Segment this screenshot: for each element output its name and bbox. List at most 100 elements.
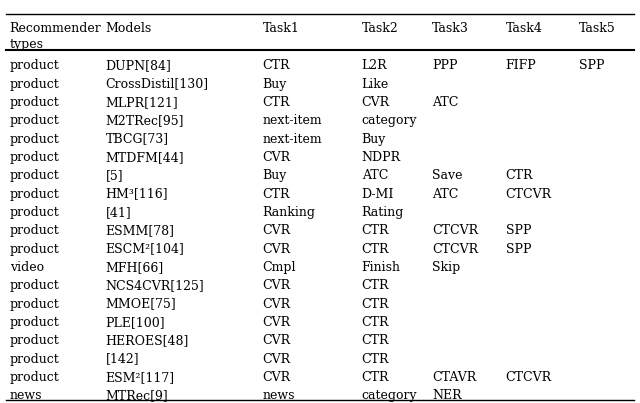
Text: HEROES[48]: HEROES[48] <box>106 334 189 347</box>
Text: product: product <box>10 224 60 237</box>
Text: CTR: CTR <box>262 188 290 201</box>
Text: category: category <box>362 114 417 127</box>
Text: CTR: CTR <box>362 279 389 292</box>
Text: CVR: CVR <box>262 316 291 329</box>
Text: ESM²[117]: ESM²[117] <box>106 371 175 384</box>
Text: CTR: CTR <box>362 243 389 256</box>
Text: Like: Like <box>362 77 389 91</box>
Text: CTAVR: CTAVR <box>432 371 476 384</box>
Text: MTDFM[44]: MTDFM[44] <box>106 151 184 164</box>
Text: M2TRec[95]: M2TRec[95] <box>106 114 184 127</box>
Text: FIFP: FIFP <box>506 59 536 72</box>
Text: product: product <box>10 114 60 127</box>
Text: product: product <box>10 151 60 164</box>
Text: D-MI: D-MI <box>362 188 394 201</box>
Text: product: product <box>10 243 60 256</box>
Text: NCS4CVR[125]: NCS4CVR[125] <box>106 279 204 292</box>
Text: [5]: [5] <box>106 169 124 182</box>
Text: NDPR: NDPR <box>362 151 401 164</box>
Text: CTR: CTR <box>262 59 290 72</box>
Text: types: types <box>10 38 44 51</box>
Text: CTR: CTR <box>362 371 389 384</box>
Text: CTCVR: CTCVR <box>506 371 552 384</box>
Text: news: news <box>10 389 42 402</box>
Text: CVR: CVR <box>262 279 291 292</box>
Text: product: product <box>10 206 60 219</box>
Text: CVR: CVR <box>262 243 291 256</box>
Text: ESMM[78]: ESMM[78] <box>106 224 175 237</box>
Text: Task4: Task4 <box>506 22 543 35</box>
Text: Task5: Task5 <box>579 22 616 35</box>
Text: product: product <box>10 316 60 329</box>
Text: MFH[66]: MFH[66] <box>106 261 164 274</box>
Text: NER: NER <box>432 389 461 402</box>
Text: category: category <box>362 389 417 402</box>
Text: CTCVR: CTCVR <box>432 224 478 237</box>
Text: Ranking: Ranking <box>262 206 316 219</box>
Text: product: product <box>10 96 60 109</box>
Text: CTCVR: CTCVR <box>432 243 478 256</box>
Text: Rating: Rating <box>362 206 404 219</box>
Text: Skip: Skip <box>432 261 460 274</box>
Text: product: product <box>10 59 60 72</box>
Text: Save: Save <box>432 169 463 182</box>
Text: TBCG[73]: TBCG[73] <box>106 133 169 145</box>
Text: MLPR[121]: MLPR[121] <box>106 96 179 109</box>
Text: Recommender: Recommender <box>10 22 101 35</box>
Text: product: product <box>10 188 60 201</box>
Text: Buy: Buy <box>262 169 287 182</box>
Text: SPP: SPP <box>506 224 531 237</box>
Text: product: product <box>10 133 60 145</box>
Text: CTR: CTR <box>506 169 533 182</box>
Text: CVR: CVR <box>362 96 390 109</box>
Text: CVR: CVR <box>262 334 291 347</box>
Text: next-item: next-item <box>262 133 322 145</box>
Text: CTR: CTR <box>262 96 290 109</box>
Text: Task1: Task1 <box>262 22 300 35</box>
Text: MTRec[9]: MTRec[9] <box>106 389 168 402</box>
Text: PPP: PPP <box>432 59 458 72</box>
Text: Cmpl: Cmpl <box>262 261 296 274</box>
Text: product: product <box>10 371 60 384</box>
Text: CTR: CTR <box>362 353 389 366</box>
Text: news: news <box>262 389 295 402</box>
Text: CTR: CTR <box>362 334 389 347</box>
Text: product: product <box>10 353 60 366</box>
Text: PLE[100]: PLE[100] <box>106 316 165 329</box>
Text: CVR: CVR <box>262 224 291 237</box>
Text: Task3: Task3 <box>432 22 469 35</box>
Text: product: product <box>10 297 60 311</box>
Text: Buy: Buy <box>262 77 287 91</box>
Text: CrossDistil[130]: CrossDistil[130] <box>106 77 209 91</box>
Text: Models: Models <box>106 22 152 35</box>
Text: CVR: CVR <box>262 353 291 366</box>
Text: L2R: L2R <box>362 59 387 72</box>
Text: HM³[116]: HM³[116] <box>106 188 168 201</box>
Text: ATC: ATC <box>432 188 458 201</box>
Text: product: product <box>10 169 60 182</box>
Text: CVR: CVR <box>262 151 291 164</box>
Text: CTR: CTR <box>362 224 389 237</box>
Text: Buy: Buy <box>362 133 386 145</box>
Text: next-item: next-item <box>262 114 322 127</box>
Text: SPP: SPP <box>506 243 531 256</box>
Text: product: product <box>10 77 60 91</box>
Text: ATC: ATC <box>362 169 388 182</box>
Text: ATC: ATC <box>432 96 458 109</box>
Text: SPP: SPP <box>579 59 605 72</box>
Text: CVR: CVR <box>262 371 291 384</box>
Text: [142]: [142] <box>106 353 140 366</box>
Text: CTCVR: CTCVR <box>506 188 552 201</box>
Text: MMOE[75]: MMOE[75] <box>106 297 177 311</box>
Text: DUPN[84]: DUPN[84] <box>106 59 172 72</box>
Text: Task2: Task2 <box>362 22 398 35</box>
Text: product: product <box>10 334 60 347</box>
Text: CVR: CVR <box>262 297 291 311</box>
Text: ESCM²[104]: ESCM²[104] <box>106 243 184 256</box>
Text: Finish: Finish <box>362 261 401 274</box>
Text: product: product <box>10 279 60 292</box>
Text: CTR: CTR <box>362 297 389 311</box>
Text: video: video <box>10 261 44 274</box>
Text: [41]: [41] <box>106 206 131 219</box>
Text: CTR: CTR <box>362 316 389 329</box>
